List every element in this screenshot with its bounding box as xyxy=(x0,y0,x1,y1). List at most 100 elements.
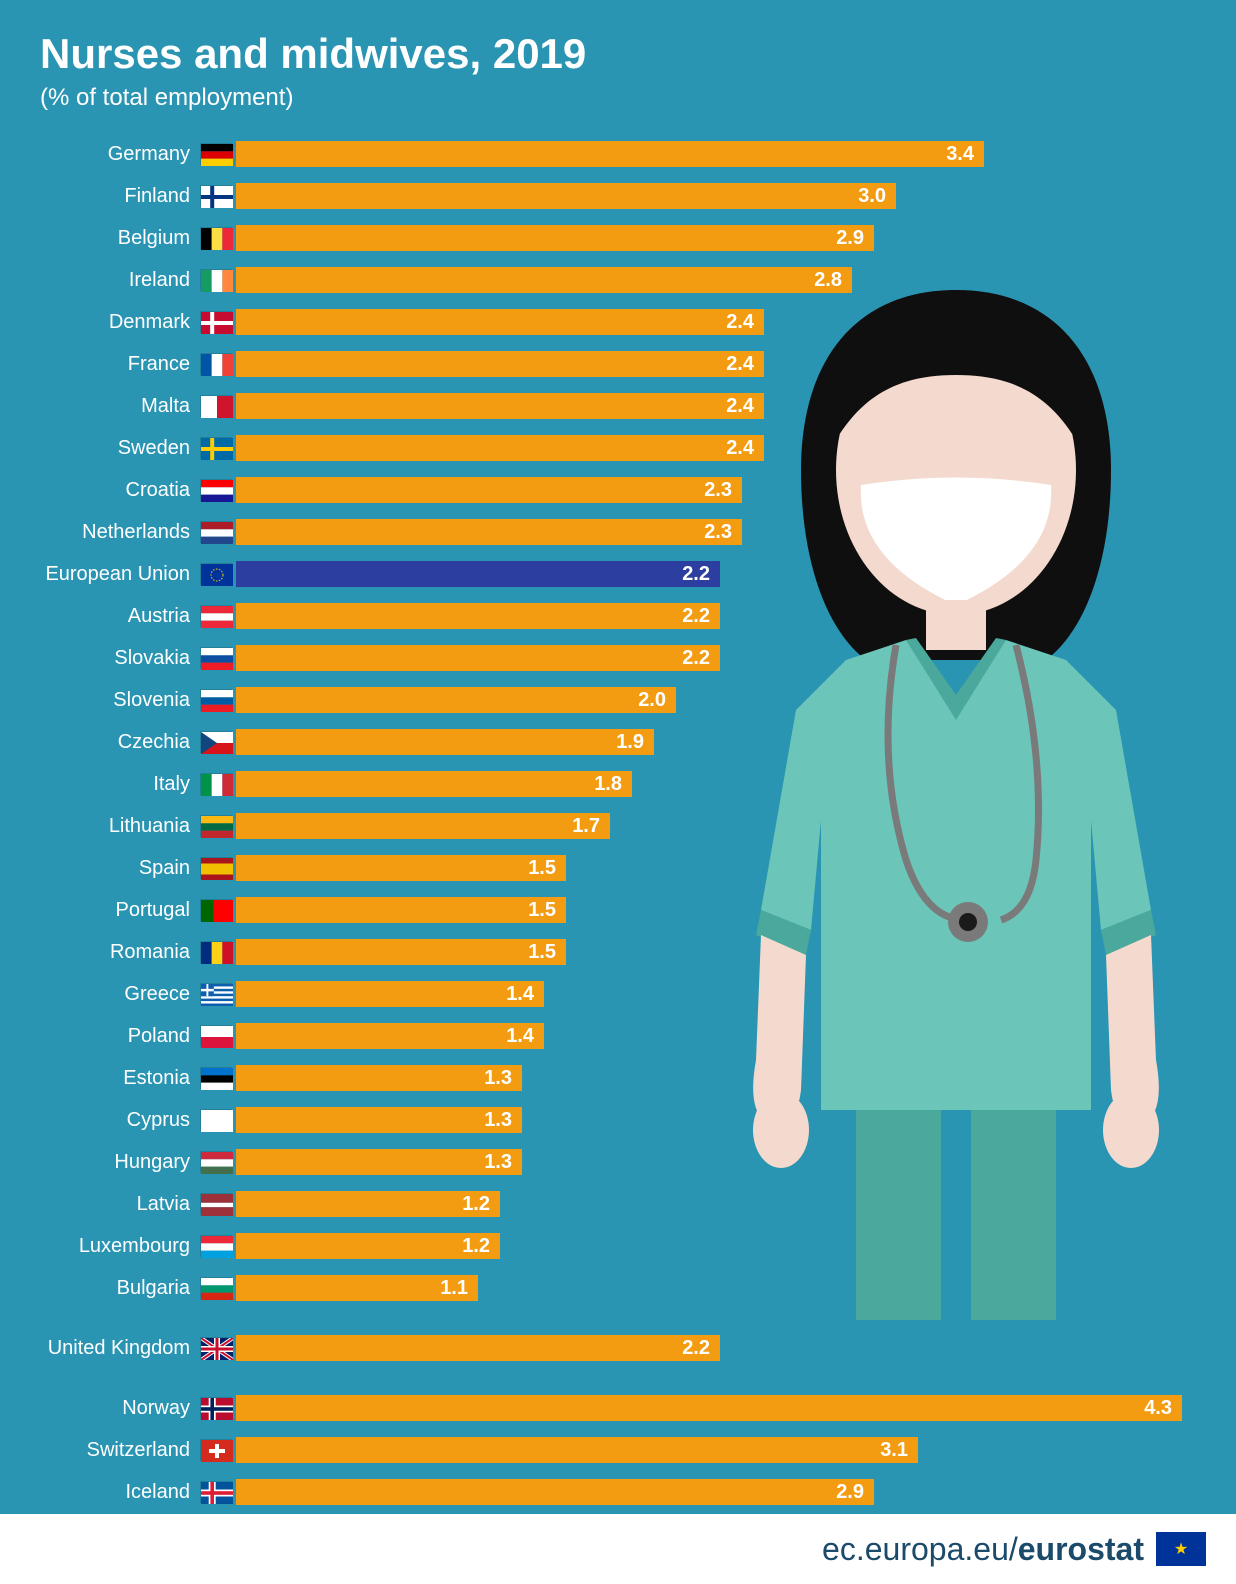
bar-value: 2.0 xyxy=(638,689,666,712)
country-label: Latvia xyxy=(0,1193,200,1216)
bar: 2.2 xyxy=(236,561,720,587)
country-label: Portugal xyxy=(0,899,200,922)
bar: 1.1 xyxy=(236,1275,478,1301)
country-label: Estonia xyxy=(0,1067,200,1090)
bar-value: 3.0 xyxy=(858,185,886,208)
country-label: Poland xyxy=(0,1025,200,1048)
flag-icon xyxy=(200,1067,232,1089)
flag-icon xyxy=(200,1235,232,1257)
bar: 1.3 xyxy=(236,1149,522,1175)
bar-value: 1.2 xyxy=(462,1235,490,1258)
bar-row: Poland 1.4 xyxy=(0,1018,1236,1054)
country-label: Germany xyxy=(0,143,200,166)
bar: 3.0 xyxy=(236,183,896,209)
flag-icon xyxy=(200,395,232,417)
bar-value: 1.3 xyxy=(484,1109,512,1132)
bar-value: 1.5 xyxy=(528,899,556,922)
country-label: Cyprus xyxy=(0,1109,200,1132)
flag-icon xyxy=(200,857,232,879)
flag-icon xyxy=(200,1193,232,1215)
bar-value: 1.9 xyxy=(616,731,644,754)
bar-row: Luxembourg1.2 xyxy=(0,1228,1236,1264)
chart-subtitle: (% of total employment) xyxy=(0,78,1236,136)
bar: 2.2 xyxy=(236,603,720,629)
bar-row: Slovenia2.0 xyxy=(0,682,1236,718)
flag-icon xyxy=(200,941,232,963)
bar-value: 1.3 xyxy=(484,1067,512,1090)
bar: 1.2 xyxy=(236,1191,500,1217)
country-label: Netherlands xyxy=(0,521,200,544)
country-label: Spain xyxy=(0,857,200,880)
country-label: Greece xyxy=(0,983,200,1006)
bar-row: Switzerland3.1 xyxy=(0,1432,1236,1468)
country-label: Iceland xyxy=(0,1481,200,1504)
bar-row: Spain 1.5 xyxy=(0,850,1236,886)
flag-icon xyxy=(200,899,232,921)
flag-icon xyxy=(200,1337,232,1359)
bar-row: Norway4.3 xyxy=(0,1390,1236,1426)
bar: 1.9 xyxy=(236,729,654,755)
country-label: Czechia xyxy=(0,731,200,754)
bar: 1.3 xyxy=(236,1065,522,1091)
bar: 2.9 xyxy=(236,1479,874,1505)
bar-chart: Germany3.4Finland3.0Belgium2.9Ireland2.8… xyxy=(0,136,1236,1510)
bar: 1.4 xyxy=(236,1023,544,1049)
bar-value: 2.4 xyxy=(726,395,754,418)
flag-icon xyxy=(200,143,232,165)
bar-value: 2.2 xyxy=(682,1337,710,1360)
bar-row: European Union 2.2 xyxy=(0,556,1236,592)
country-label: Croatia xyxy=(0,479,200,502)
flag-icon xyxy=(200,563,232,585)
bar-value: 2.8 xyxy=(814,269,842,292)
flag-icon xyxy=(200,731,232,753)
bar-value: 1.4 xyxy=(506,983,534,1006)
bar-value: 3.1 xyxy=(880,1439,908,1462)
bar: 2.3 xyxy=(236,477,742,503)
bar-row: Croatia 2.3 xyxy=(0,472,1236,508)
country-label: Malta xyxy=(0,395,200,418)
bar: 3.1 xyxy=(236,1437,918,1463)
bar: 1.5 xyxy=(236,939,566,965)
bar-row: Ireland2.8 xyxy=(0,262,1236,298)
bar: 2.4 xyxy=(236,393,764,419)
country-label: United Kingdom xyxy=(0,1337,200,1360)
flag-icon xyxy=(200,269,232,291)
flag-icon xyxy=(200,353,232,375)
bar-row: Finland3.0 xyxy=(0,178,1236,214)
country-label: European Union xyxy=(0,563,200,586)
bar-row: Malta 2.4 xyxy=(0,388,1236,424)
bar-row: Estonia 1.3 xyxy=(0,1060,1236,1096)
bar: 2.4 xyxy=(236,351,764,377)
chart-title: Nurses and midwives, 2019 xyxy=(0,0,1236,78)
bar-value: 1.3 xyxy=(484,1151,512,1174)
flag-icon xyxy=(200,1439,232,1461)
bar-row: Slovakia2.2 xyxy=(0,640,1236,676)
bar-value: 2.4 xyxy=(726,311,754,334)
bar: 2.4 xyxy=(236,435,764,461)
bar-value: 3.4 xyxy=(946,143,974,166)
flag-icon xyxy=(200,1397,232,1419)
bar-value: 1.5 xyxy=(528,857,556,880)
flag-icon xyxy=(200,479,232,501)
flag-icon xyxy=(200,815,232,837)
bar: 1.2 xyxy=(236,1233,500,1259)
flag-icon xyxy=(200,185,232,207)
flag-icon xyxy=(200,983,232,1005)
bar-value: 1.1 xyxy=(440,1277,468,1300)
bar: 2.2 xyxy=(236,1335,720,1361)
bar-row: Belgium2.9 xyxy=(0,220,1236,256)
flag-icon xyxy=(200,521,232,543)
country-label: Sweden xyxy=(0,437,200,460)
bar-row: Germany 3.4 xyxy=(0,136,1236,172)
bar: 1.5 xyxy=(236,855,566,881)
bar-value: 2.2 xyxy=(682,563,710,586)
country-label: Romania xyxy=(0,941,200,964)
flag-icon xyxy=(200,689,232,711)
country-label: Hungary xyxy=(0,1151,200,1174)
bar: 2.3 xyxy=(236,519,742,545)
bar-value: 2.4 xyxy=(726,437,754,460)
bar: 1.8 xyxy=(236,771,632,797)
country-label: Belgium xyxy=(0,227,200,250)
bar-value: 4.3 xyxy=(1144,1397,1172,1420)
bar-row: Greece 1.4 xyxy=(0,976,1236,1012)
